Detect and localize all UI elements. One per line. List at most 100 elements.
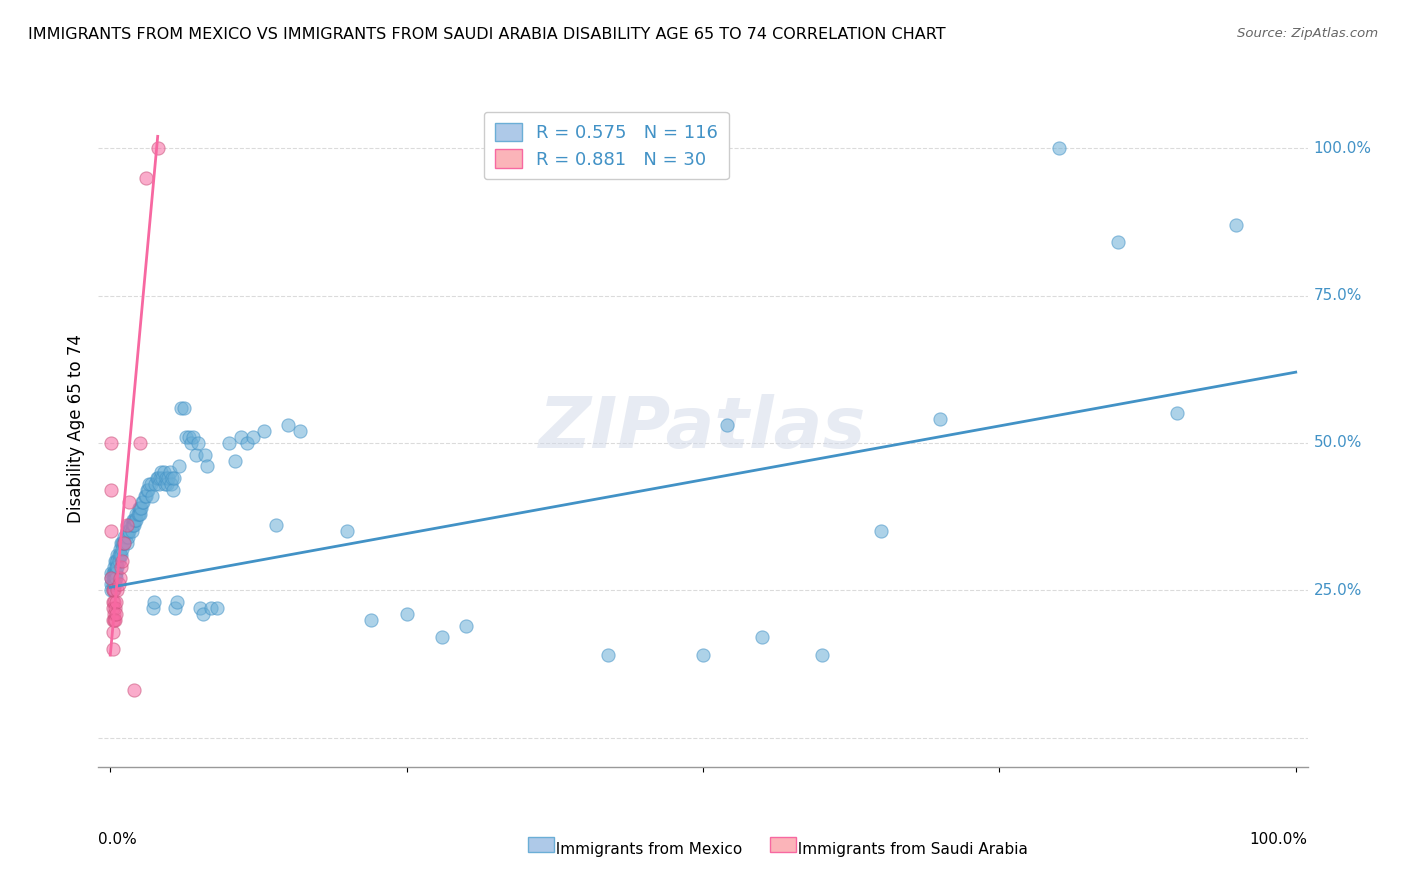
Point <box>150 466 173 480</box>
Point <box>131 495 153 509</box>
Point <box>1107 235 1129 250</box>
Point <box>155 471 177 485</box>
Point <box>103 595 125 609</box>
Point <box>101 595 124 609</box>
Point <box>264 518 287 533</box>
Point <box>149 471 172 485</box>
Point <box>125 512 148 526</box>
Point <box>114 530 136 544</box>
Point <box>101 583 124 598</box>
Point <box>100 566 122 580</box>
Point <box>253 424 276 438</box>
Point <box>288 424 311 438</box>
Point <box>121 524 143 539</box>
Point <box>598 648 620 662</box>
Text: 100.0%: 100.0% <box>1313 141 1372 155</box>
Point <box>105 595 128 609</box>
Point <box>129 500 152 515</box>
Point <box>103 577 125 591</box>
Point <box>242 430 264 444</box>
Point <box>142 601 165 615</box>
Point <box>122 512 145 526</box>
Point <box>336 524 359 539</box>
Point <box>101 642 124 657</box>
Point <box>810 648 832 662</box>
Point <box>103 613 125 627</box>
Point <box>104 613 127 627</box>
Point <box>122 683 145 698</box>
Point <box>190 601 212 615</box>
Point <box>107 554 129 568</box>
Point <box>177 430 200 444</box>
Point <box>100 572 122 586</box>
Point <box>141 489 163 503</box>
Point <box>105 559 128 574</box>
Point <box>187 436 209 450</box>
Text: IMMIGRANTS FROM MEXICO VS IMMIGRANTS FROM SAUDI ARABIA DISABILITY AGE 65 TO 74 C: IMMIGRANTS FROM MEXICO VS IMMIGRANTS FRO… <box>28 27 946 42</box>
Point <box>100 524 122 539</box>
Point <box>101 566 124 580</box>
Point <box>108 572 131 586</box>
Text: 25.0%: 25.0% <box>1313 582 1362 598</box>
Point <box>136 483 159 497</box>
Text: Immigrants from Saudi Arabia: Immigrants from Saudi Arabia <box>787 842 1028 856</box>
Point <box>143 477 166 491</box>
Point <box>120 518 142 533</box>
Point <box>103 559 125 574</box>
Point <box>105 566 128 580</box>
Point <box>181 430 204 444</box>
Point <box>104 566 127 580</box>
Point <box>100 572 122 586</box>
Point <box>111 541 134 556</box>
Point <box>146 141 169 155</box>
Point <box>105 583 128 598</box>
Text: Source: ZipAtlas.com: Source: ZipAtlas.com <box>1237 27 1378 40</box>
Point <box>432 631 454 645</box>
Point <box>104 577 127 591</box>
Point <box>121 512 143 526</box>
Point <box>148 477 170 491</box>
Point <box>162 483 184 497</box>
Point <box>105 607 128 621</box>
Point <box>105 559 128 574</box>
Point <box>135 489 157 503</box>
Point <box>115 518 138 533</box>
Point <box>108 548 131 562</box>
Point <box>146 471 169 485</box>
Point <box>143 595 166 609</box>
Point <box>692 648 714 662</box>
Point <box>277 418 299 433</box>
Point <box>105 548 128 562</box>
Text: 100.0%: 100.0% <box>1250 831 1308 847</box>
Point <box>115 524 138 539</box>
Point <box>110 548 132 562</box>
Point <box>103 566 125 580</box>
Point <box>129 500 152 515</box>
Point <box>100 436 122 450</box>
Point <box>118 518 141 533</box>
Point <box>152 471 174 485</box>
Point <box>1225 218 1247 232</box>
Point <box>114 536 136 550</box>
Point <box>108 541 131 556</box>
Point <box>105 572 128 586</box>
Point <box>145 471 167 485</box>
Point <box>107 548 129 562</box>
FancyBboxPatch shape <box>527 837 554 852</box>
Point <box>110 559 132 574</box>
Point <box>121 518 143 533</box>
Point <box>235 436 257 450</box>
Point <box>184 448 207 462</box>
Point <box>1166 406 1188 420</box>
Point <box>124 512 146 526</box>
Point <box>191 607 214 621</box>
Text: Immigrants from Mexico: Immigrants from Mexico <box>546 842 742 856</box>
Point <box>200 601 222 615</box>
Point <box>194 448 217 462</box>
Point <box>205 601 228 615</box>
Point <box>134 489 156 503</box>
Point <box>153 477 176 491</box>
Point <box>156 477 179 491</box>
Point <box>101 583 124 598</box>
Point <box>103 572 125 586</box>
